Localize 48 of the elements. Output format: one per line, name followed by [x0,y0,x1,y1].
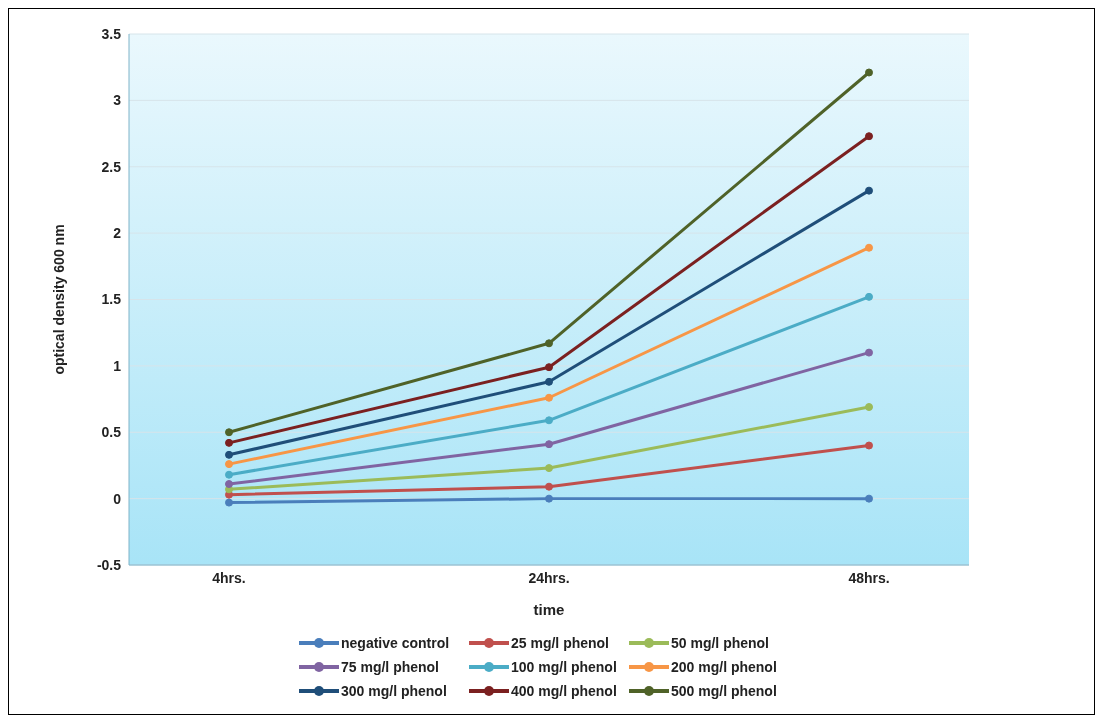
y-tick-label: 1 [113,357,122,374]
point [865,292,873,301]
y-tick-label: 1.5 [101,291,122,308]
point [545,482,553,491]
point [545,363,553,372]
y-tick-label: 0.5 [101,424,122,441]
point [865,403,873,412]
legend-label: 400 mg/l phenol [511,683,617,699]
x-tick-label: 48hrs. [848,569,890,586]
point [865,494,873,503]
legend-label: 25 mg/l phenol [511,635,610,651]
legend-label: negative control [341,635,450,651]
point [225,470,233,479]
y-tick-label: 3.5 [101,25,122,42]
y-tick-label: 0 [113,490,122,507]
legend-label: 200 mg/l phenol [671,659,777,675]
legend-label: 500 mg/l phenol [671,683,777,699]
point [225,480,233,489]
point [545,393,553,402]
y-tick-label: 3 [113,92,122,109]
x-axis-title: time [533,601,565,618]
point [865,348,873,357]
point [865,68,873,77]
point [865,186,873,195]
point [225,498,233,507]
point [545,464,553,473]
point [225,450,233,459]
point [545,440,553,449]
point [865,243,873,252]
point [545,494,553,503]
y-tick-label: -0.5 [96,556,122,573]
point [545,339,553,348]
y-tick-label: 2 [113,225,122,242]
x-tick-label: 24hrs. [528,569,570,586]
y-axis-title: optical density 600 nm [50,224,67,375]
legend-label: 300 mg/l phenol [341,683,447,699]
point [545,416,553,425]
point [225,438,233,447]
legend-label: 100 mg/l phenol [511,659,617,675]
legend-label: 50 mg/l phenol [671,635,770,651]
point [545,377,553,386]
point [225,428,233,437]
legend-label: 75 mg/l phenol [341,659,440,675]
point [865,441,873,450]
point [865,132,873,141]
x-tick-label: 4hrs. [212,569,246,586]
y-tick-label: 2.5 [101,158,122,175]
point [225,460,233,469]
